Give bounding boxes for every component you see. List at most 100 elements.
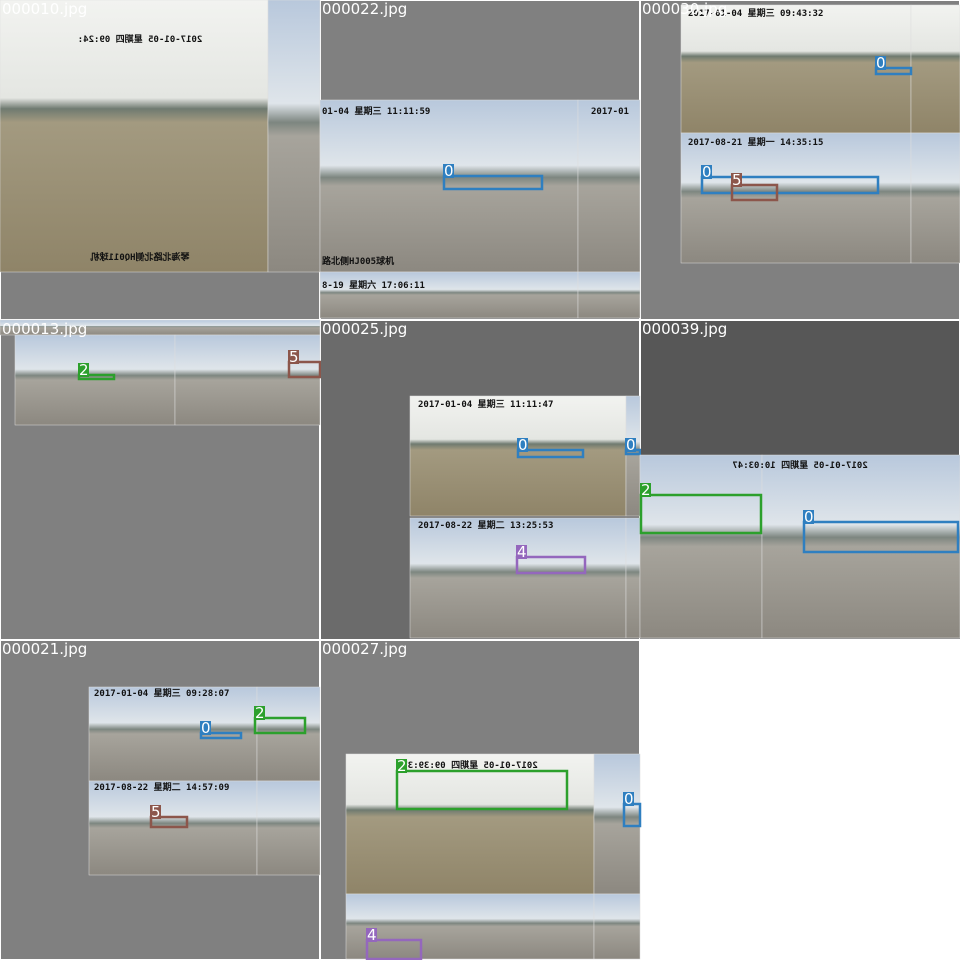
detection-box [365, 938, 423, 960]
box-label-bg [516, 545, 527, 559]
photo-caption: 2017-01-05 星期四 09:24: [78, 33, 203, 45]
photo-caption: 2017-08-22 星期二 13:25:53 [418, 519, 553, 531]
box-label: 2 [641, 481, 651, 499]
detection-box [395, 769, 569, 811]
box-label-bg [803, 510, 814, 524]
box-label-bg [78, 363, 89, 377]
tile: 2017-01-04 星期三 09:28:07 2017-08-22 星期二 14… [1, 640, 321, 959]
photo [625, 395, 641, 517]
detection-box [442, 174, 544, 191]
photo-caption: 琴海北路北侧HQ011球机 [90, 251, 190, 263]
box-label-bg [640, 483, 651, 497]
photo-caption: 2017-01-05 星期四 10:03:47 [732, 459, 867, 471]
detection-box [515, 555, 587, 575]
box-label: 5 [151, 803, 161, 821]
file-name: 000039.jpg [642, 320, 727, 338]
file-name: 000030.jpg [642, 0, 727, 18]
box-label-bg [366, 928, 377, 942]
photo [761, 454, 960, 639]
tile: 2 5 000013.jpg [0, 319, 322, 639]
tile: 01-04 星期三 11:11:59 路北侧HJ005球机 8-19 星期六 17:… [319, 0, 641, 319]
box-label: 0 [702, 163, 712, 181]
photo-caption: 8-19 星期六 17:06:11 [322, 279, 425, 291]
detection-box [730, 183, 779, 202]
photo [267, 0, 321, 273]
box-label: 0 [804, 508, 814, 526]
detection-box [802, 520, 960, 554]
photo-caption: 2017-01-04 星期三 11:11:47 [418, 398, 553, 410]
photo [345, 753, 595, 895]
box-label: 0 [626, 436, 636, 454]
photo [639, 454, 763, 639]
photo-caption: 01-04 星期三 11:11:59 [322, 105, 430, 117]
photo [319, 271, 579, 319]
photo-caption: 2017-01-04 星期三 09:43:32 [688, 7, 823, 19]
tile: 2017-01-04 星期三 11:11:47 2017-08-22 星期二 13… [321, 320, 642, 639]
file-name: 000022.jpg [322, 0, 407, 18]
box-label-bg [517, 438, 528, 452]
detection-box [639, 493, 763, 535]
box-label: 0 [444, 162, 454, 180]
detection-box [287, 360, 322, 379]
tile: 2017-01-05 星期四 10:03:47 2 0 000039.jpg [639, 320, 960, 639]
box-label-bg [200, 721, 211, 735]
photo [577, 99, 641, 273]
empty-cell [640, 640, 960, 960]
detection-box [199, 731, 243, 740]
photo-caption: 2017-01-04 星期三 09:28:07 [94, 687, 229, 699]
box-label-bg [623, 792, 634, 806]
detection-box [874, 66, 913, 76]
photo [319, 99, 579, 273]
box-label: 2 [397, 757, 407, 775]
tile: 2017-01-05 星期四 09:39:372 0 4 000027.jpg [321, 640, 642, 960]
photo [256, 780, 321, 876]
file-name: 000013.jpg [2, 320, 87, 338]
box-label-bg [288, 350, 299, 364]
photo [577, 271, 641, 319]
photo [345, 893, 595, 960]
detection-box [253, 716, 307, 735]
box-label: 5 [289, 348, 299, 366]
box-label: 0 [201, 719, 211, 737]
file-name: 000010.jpg [2, 0, 87, 18]
box-label: 2 [79, 361, 89, 379]
box-label-bg [625, 438, 636, 452]
box-label-bg [701, 165, 712, 179]
box-label: 4 [367, 926, 377, 944]
box-label-bg [443, 164, 454, 178]
box-label-bg [150, 805, 161, 819]
detection-box [516, 448, 585, 459]
photo [409, 517, 627, 639]
box-label: 5 [732, 171, 742, 189]
box-label: 2 [255, 704, 265, 722]
photo-caption: 2017-08-22 星期二 14:57:09 [94, 781, 229, 793]
box-label: 4 [517, 543, 527, 561]
photo [680, 132, 912, 264]
tile: 2017-01-05 星期四 09:24: 琴海北路北侧HQ011球机 000010… [0, 0, 321, 319]
detection-box [149, 815, 189, 829]
box-label: 0 [624, 790, 634, 808]
photo-caption: 2017-08-21 星期一 14:35:15 [688, 136, 823, 148]
photo-caption: 2017-01-05 星期四 09:39:37 [402, 759, 537, 771]
box-label: 0 [876, 54, 886, 72]
box-label-bg [254, 706, 265, 720]
photo [593, 893, 641, 960]
box-label-bg [875, 56, 886, 70]
detection-box [700, 175, 880, 195]
photo-caption: 2017-01 [591, 107, 629, 117]
box-label: 0 [518, 436, 528, 454]
photo [910, 4, 960, 134]
photo [680, 4, 912, 134]
file-name: 000025.jpg [322, 320, 407, 338]
box-label-bg [396, 759, 407, 773]
photo [625, 517, 641, 639]
photo [0, 0, 269, 273]
tile: 2017-01-04 星期三 09:43:32 2017-08-21 星期一 14… [641, 0, 960, 319]
photo-caption: 路北侧HJ005球机 [322, 255, 394, 267]
file-name: 000021.jpg [2, 640, 87, 658]
photo [593, 753, 641, 895]
photo [910, 132, 960, 264]
file-name: 000027.jpg [322, 640, 407, 658]
box-label-bg [731, 173, 742, 187]
